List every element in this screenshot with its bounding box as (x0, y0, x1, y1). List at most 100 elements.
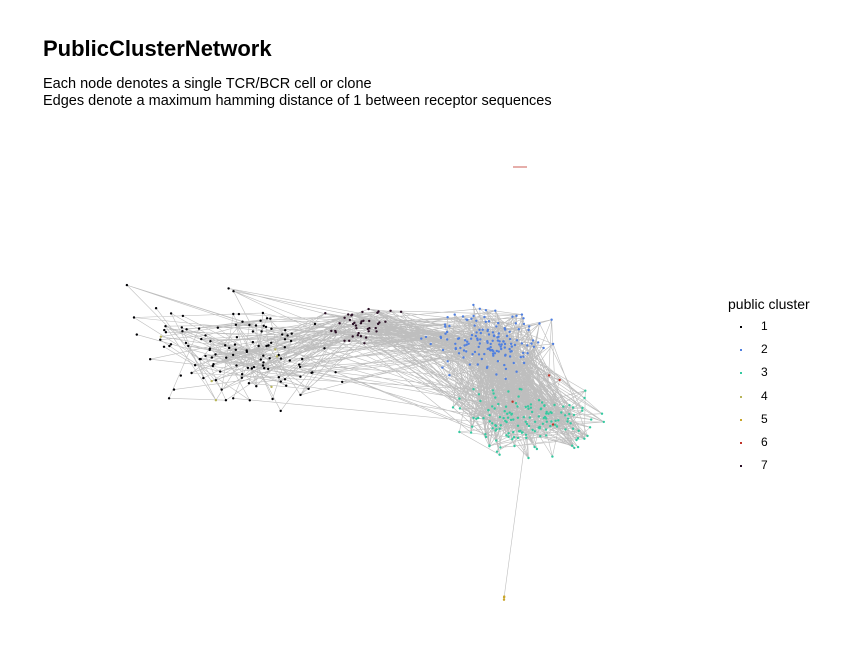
node-cluster-2 (444, 332, 447, 335)
node-cluster-3 (477, 416, 480, 420)
node-cluster-2 (489, 346, 492, 349)
node-cluster-7 (374, 326, 377, 330)
node-cluster-3 (491, 405, 494, 408)
node-cluster-1 (214, 379, 218, 382)
node-cluster-2 (502, 340, 505, 343)
node-cluster-3 (553, 423, 557, 426)
node-cluster-2 (551, 342, 555, 346)
node-cluster-3 (491, 427, 494, 430)
node-cluster-1 (214, 353, 217, 356)
node-cluster-3 (516, 405, 519, 408)
node-cluster-1 (232, 312, 235, 316)
node-cluster-3 (577, 429, 580, 432)
node-cluster-1 (164, 325, 167, 328)
node-cluster-1 (149, 358, 152, 361)
node-cluster-2 (469, 337, 473, 340)
node-cluster-2 (531, 339, 535, 342)
node-cluster-3 (499, 424, 502, 427)
node-cluster-1 (289, 339, 293, 343)
node-cluster-1 (260, 330, 263, 333)
node-cluster-3 (479, 399, 482, 403)
node-cluster-1 (299, 393, 302, 397)
node-cluster-1 (283, 378, 287, 381)
node-cluster-2 (505, 334, 509, 338)
node-cluster-3 (509, 418, 513, 422)
node-cluster-3 (539, 435, 542, 438)
node-cluster-1 (262, 354, 265, 357)
node-cluster-3 (517, 430, 521, 433)
node-cluster-2 (444, 325, 447, 328)
node-cluster-7 (348, 339, 351, 342)
node-cluster-2 (497, 335, 500, 338)
node-cluster-3 (510, 413, 513, 416)
node-cluster-3 (497, 402, 500, 406)
node-cluster-7 (367, 307, 370, 311)
node-cluster-1 (279, 380, 282, 383)
node-cluster-1 (261, 364, 265, 367)
node-cluster-2 (520, 342, 524, 345)
node-cluster-3 (530, 410, 534, 414)
node-cluster-2 (522, 317, 525, 320)
node-cluster-3 (537, 399, 541, 402)
node-cluster-2 (463, 344, 466, 347)
node-cluster-3 (472, 388, 475, 391)
node-cluster-7 (368, 327, 371, 330)
node-cluster-3 (544, 428, 548, 431)
node-cluster-1 (248, 323, 251, 327)
node-cluster-3 (602, 420, 605, 424)
node-cluster-3 (581, 409, 584, 412)
node-cluster-3 (586, 434, 589, 438)
node-cluster-1 (159, 338, 162, 341)
node-cluster-3 (545, 420, 548, 423)
node-cluster-3 (568, 404, 571, 407)
node-cluster-3 (562, 405, 565, 408)
node-cluster-2 (483, 352, 486, 356)
node-cluster-1 (232, 397, 235, 400)
node-cluster-1 (288, 359, 291, 362)
node-cluster-2 (479, 331, 482, 335)
node-cluster-3 (475, 417, 478, 420)
node-cluster-2 (497, 350, 500, 353)
node-cluster-3 (564, 414, 567, 417)
node-cluster-2 (486, 341, 489, 344)
node-cluster-2 (478, 328, 481, 331)
node-cluster-2 (515, 370, 518, 373)
node-cluster-2 (461, 315, 465, 318)
node-cluster-4 (275, 355, 279, 358)
node-cluster-2 (495, 325, 498, 328)
node-cluster-2 (470, 333, 474, 337)
node-cluster-2 (441, 348, 445, 352)
node-cluster-3 (521, 431, 524, 434)
node-cluster-1 (204, 334, 207, 337)
node-cluster-1 (181, 330, 184, 333)
node-cluster-1 (162, 345, 166, 348)
node-cluster-3 (524, 405, 527, 409)
legend-label-3: 3 (761, 365, 768, 380)
node-cluster-2 (445, 330, 449, 334)
node-cluster-1 (163, 328, 166, 332)
node-cluster-2 (496, 339, 500, 342)
node-cluster-3 (527, 407, 530, 410)
node-cluster-2 (473, 350, 477, 354)
legend-items: 1 2 3 4 5 6 7 (728, 319, 810, 481)
node-cluster-2 (446, 316, 449, 319)
node-cluster-1 (285, 384, 288, 387)
node-cluster-1 (269, 317, 272, 320)
node-cluster-3 (572, 413, 576, 417)
node-cluster-1 (228, 346, 231, 350)
node-cluster-2 (483, 315, 486, 319)
node-cluster-6 (551, 423, 555, 426)
node-cluster-2 (465, 350, 468, 353)
node-cluster-2 (504, 328, 507, 331)
node-cluster-2 (439, 336, 443, 340)
node-cluster-1 (204, 354, 207, 358)
node-cluster-3 (545, 434, 548, 437)
node-cluster-1 (259, 358, 262, 361)
node-cluster-2 (465, 343, 468, 346)
legend-key-7 (740, 465, 742, 468)
node-cluster-1 (279, 409, 282, 413)
node-cluster-1 (185, 328, 188, 331)
node-cluster-3 (539, 407, 543, 410)
node-cluster-3 (477, 393, 481, 396)
